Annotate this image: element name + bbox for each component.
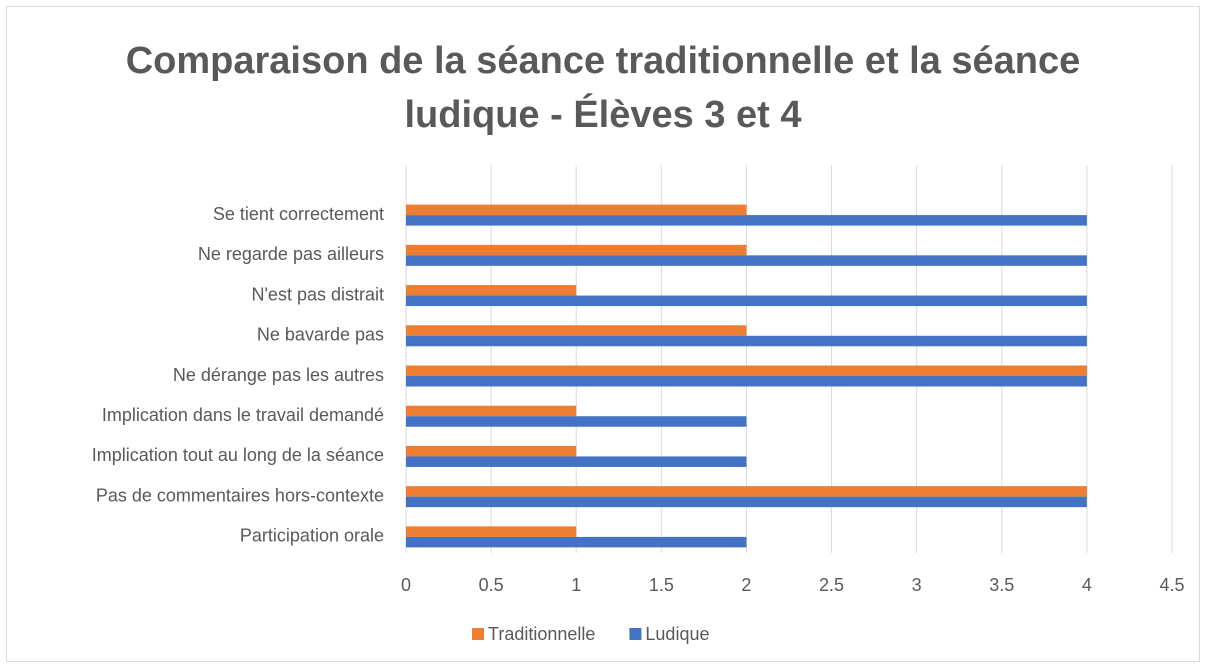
bar bbox=[406, 295, 1087, 307]
bar bbox=[406, 204, 747, 216]
chart-border bbox=[6, 6, 1200, 662]
y-tick-label: Participation orale bbox=[240, 526, 384, 546]
x-tick-label: 4.5 bbox=[1159, 575, 1184, 595]
bar bbox=[406, 376, 1087, 387]
x-tick-label: 2.5 bbox=[819, 575, 844, 595]
bar bbox=[406, 405, 577, 417]
x-tick-label: 2 bbox=[741, 575, 751, 595]
bar bbox=[406, 445, 577, 457]
bar bbox=[406, 335, 1087, 347]
x-tick-label: 4 bbox=[1082, 575, 1092, 595]
y-tick-label: Implication tout au long de la séance bbox=[92, 445, 384, 465]
legend-label: Ludique bbox=[645, 624, 709, 644]
bar bbox=[406, 285, 577, 296]
y-tick-label: Ne regarde pas ailleurs bbox=[198, 244, 384, 264]
y-tick-label: Ne bavarde pas bbox=[257, 325, 384, 345]
bar bbox=[406, 215, 1087, 226]
bar bbox=[406, 456, 747, 467]
y-tick-label: Implication dans le travail demandé bbox=[102, 405, 384, 425]
legend-swatch bbox=[629, 628, 642, 640]
bar bbox=[406, 365, 1087, 376]
bar bbox=[406, 255, 1087, 266]
y-tick-label: Ne dérange pas les autres bbox=[173, 365, 384, 385]
chart-title: Comparaison de la séance traditionnelle … bbox=[125, 40, 1081, 136]
y-tick-label: N'est pas distrait bbox=[252, 284, 385, 304]
bar bbox=[406, 325, 747, 336]
x-tick-label: 3 bbox=[912, 575, 922, 595]
x-tick-label: 0 bbox=[401, 575, 411, 595]
bar bbox=[406, 244, 747, 256]
legend-label: Traditionnelle bbox=[488, 624, 595, 644]
x-tick-label: 3.5 bbox=[989, 575, 1014, 595]
bar bbox=[406, 416, 747, 427]
y-tick-label: Se tient correctement bbox=[213, 204, 384, 224]
bar bbox=[406, 486, 1087, 497]
x-tick-label: 1 bbox=[571, 575, 581, 595]
bar bbox=[406, 496, 1087, 508]
bar bbox=[406, 536, 747, 548]
y-tick-label: Pas de commentaires hors-contexte bbox=[96, 485, 384, 505]
x-tick-label: 0.5 bbox=[479, 575, 504, 595]
bar bbox=[406, 526, 577, 537]
x-tick-label: 1.5 bbox=[649, 575, 674, 595]
legend-swatch bbox=[472, 628, 484, 640]
